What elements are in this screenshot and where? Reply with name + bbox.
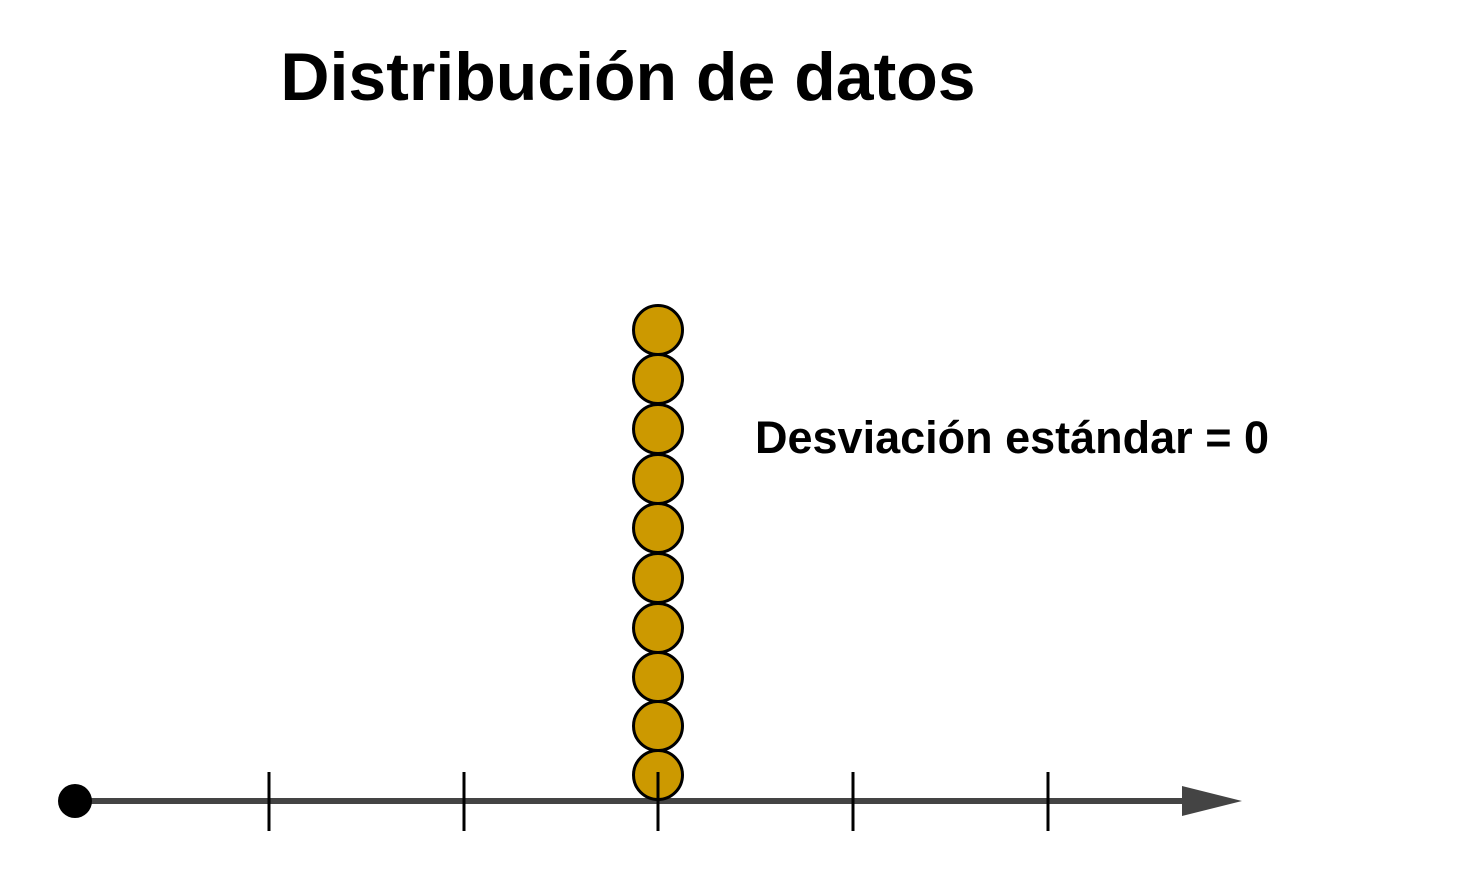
ticks <box>267 772 1050 831</box>
data-point <box>632 602 684 654</box>
data-point <box>632 304 684 356</box>
data-point <box>632 353 684 405</box>
data-point <box>632 552 684 604</box>
annotation: Desviación estándar = 0 <box>755 412 1269 463</box>
data-point <box>632 403 684 455</box>
data-point <box>632 651 684 703</box>
data-points <box>632 304 684 801</box>
data-point <box>632 700 684 752</box>
number-line <box>58 784 1242 818</box>
title: Distribución de datos <box>280 39 975 115</box>
axis-arrow <box>1182 786 1242 816</box>
axis-origin <box>58 784 92 818</box>
data-point <box>632 453 684 505</box>
data-point <box>632 502 684 554</box>
